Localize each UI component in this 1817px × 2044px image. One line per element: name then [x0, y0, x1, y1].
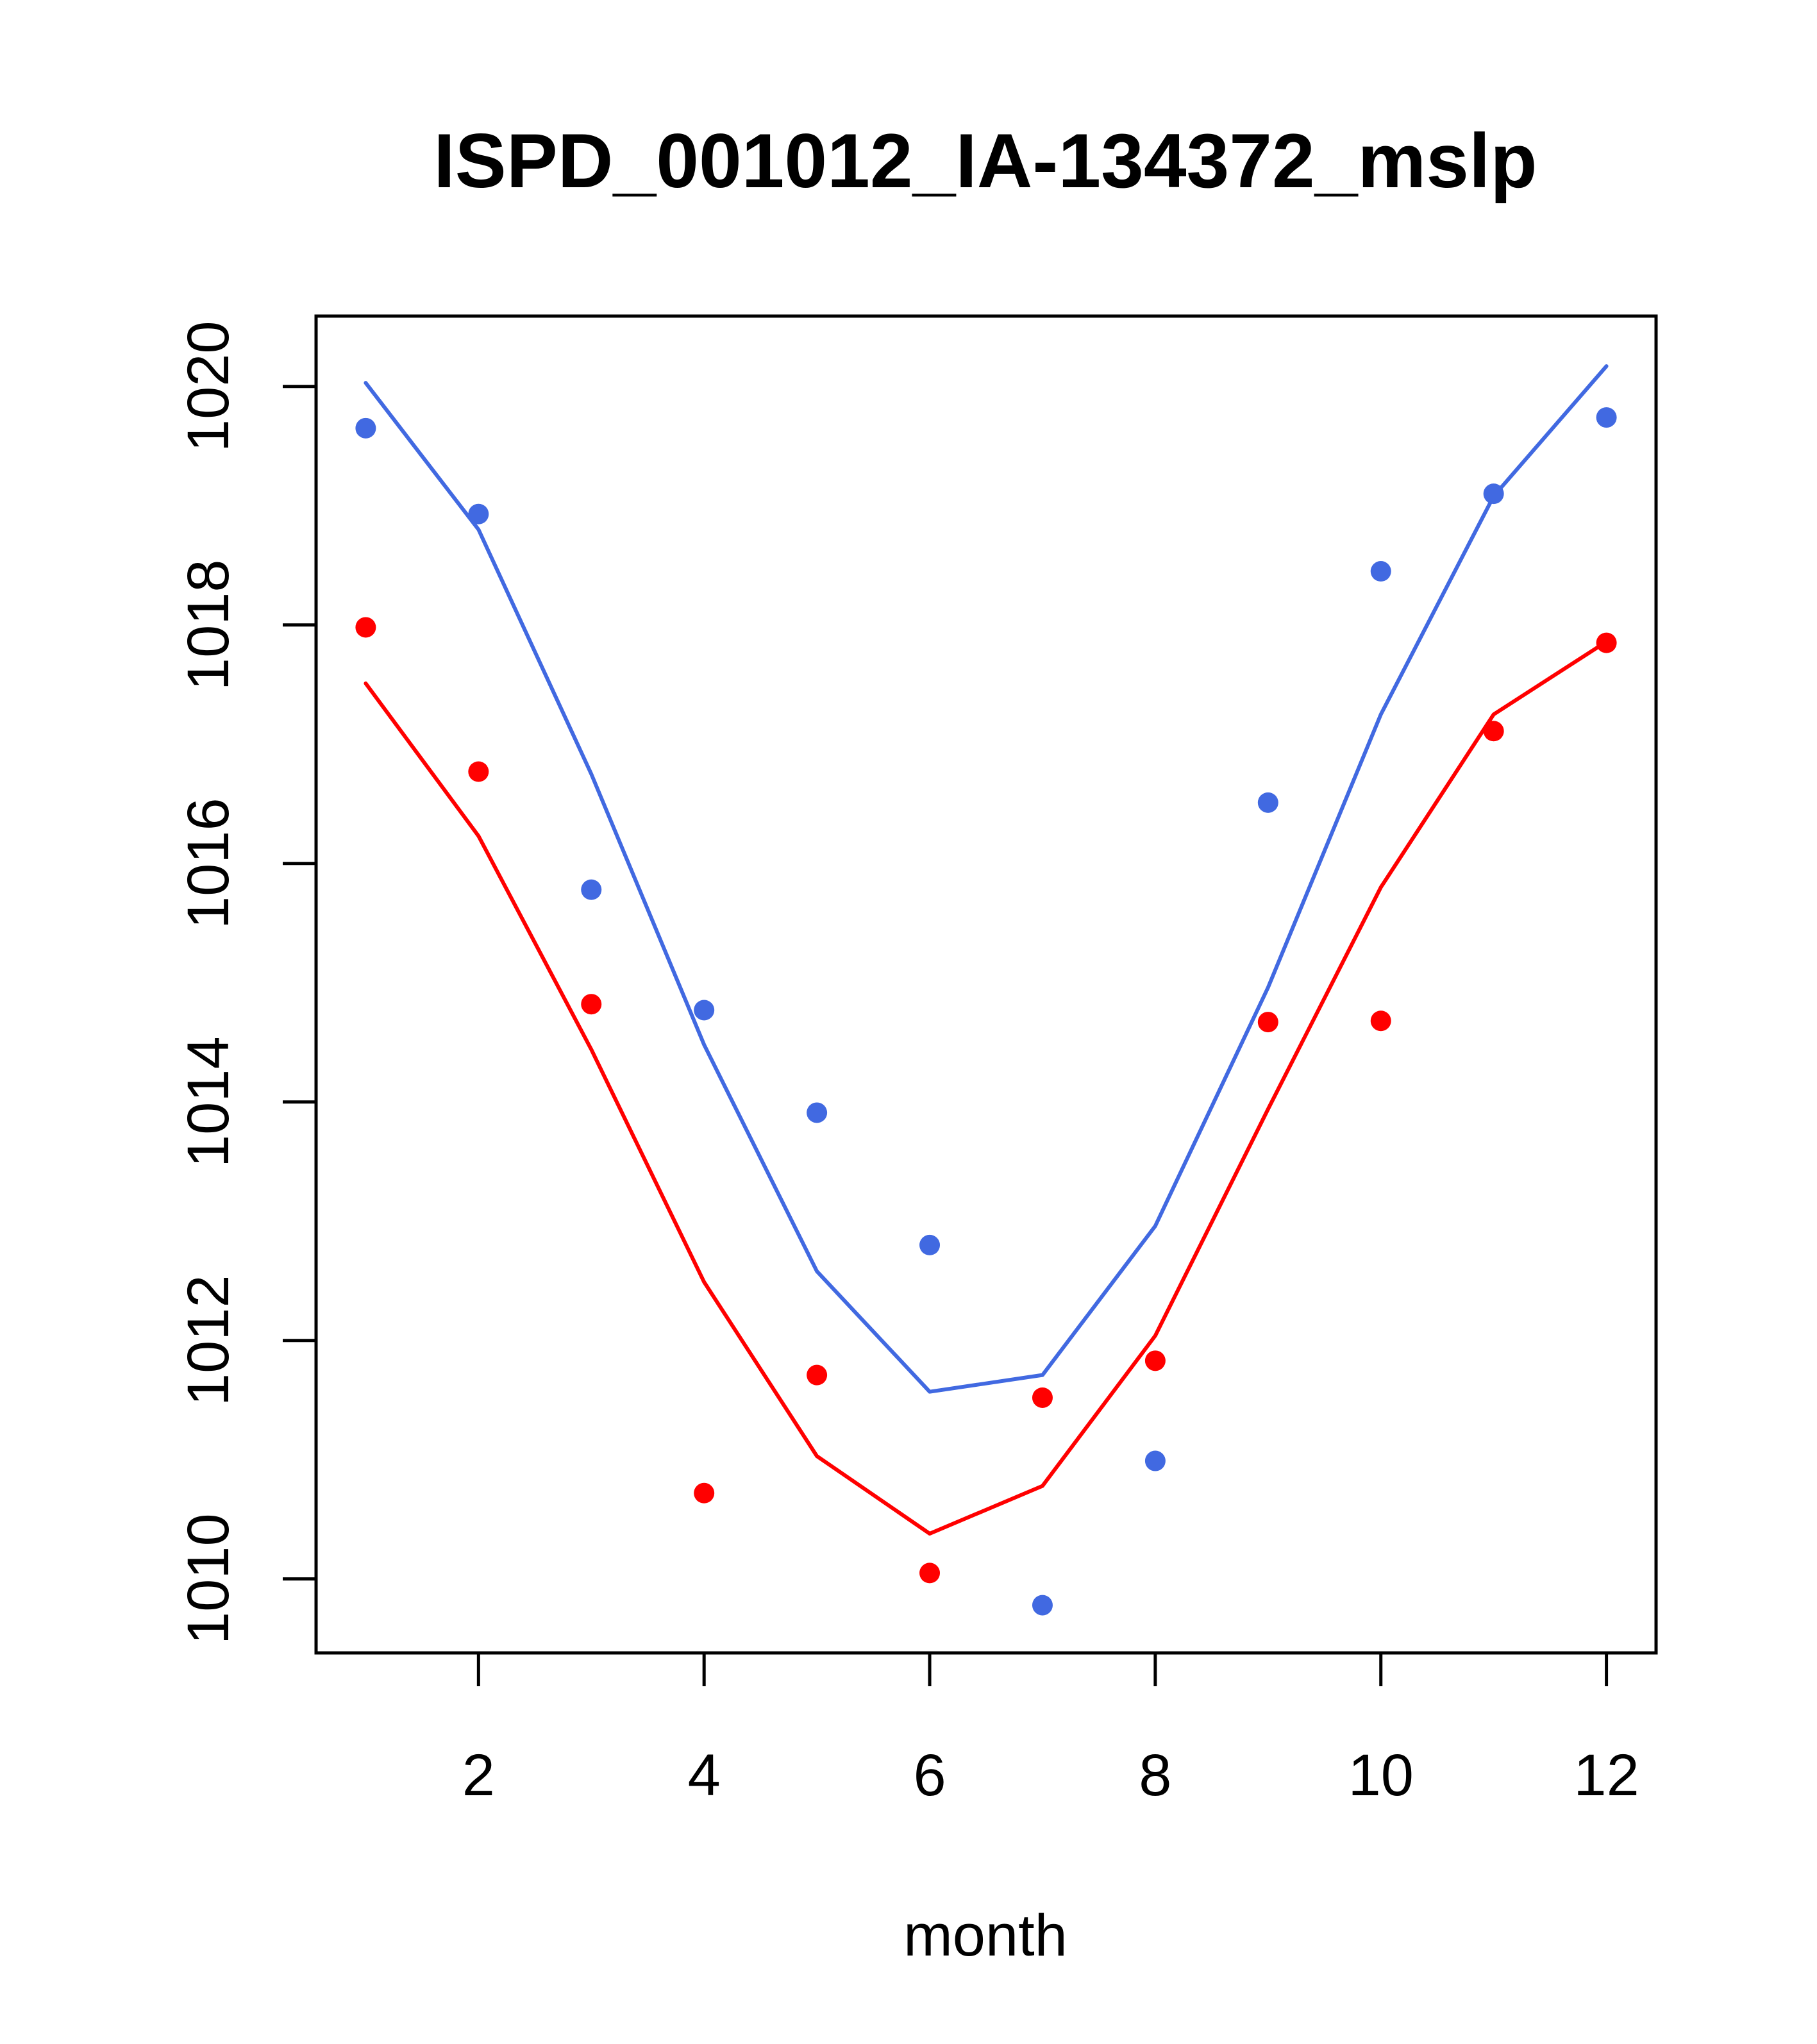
blue-point: [468, 503, 489, 524]
x-tick-label: 4: [688, 1743, 721, 1808]
x-tick-label: 12: [1573, 1743, 1639, 1808]
red-point: [468, 761, 489, 782]
series-layer: [355, 364, 1617, 1616]
blue-point: [694, 1000, 715, 1021]
red-point: [1144, 1350, 1166, 1371]
red-point: [1596, 632, 1617, 653]
blue-point: [581, 879, 602, 900]
y-tick-label: 1012: [176, 1275, 241, 1406]
x-axis-title: month: [903, 1903, 1068, 1968]
red-point: [807, 1364, 828, 1386]
red-point: [919, 1562, 941, 1584]
red-point: [581, 994, 602, 1015]
blue-point: [1370, 561, 1391, 582]
y-tick-label: 1016: [176, 798, 241, 929]
red-point: [355, 617, 376, 638]
red-point: [1370, 1010, 1391, 1032]
blue-point: [807, 1102, 828, 1123]
blue-point: [1032, 1595, 1053, 1616]
x-tick-label: 10: [1348, 1743, 1414, 1808]
red-point: [1032, 1387, 1053, 1408]
y-tick-label: 1018: [176, 559, 241, 691]
blue-point: [355, 417, 376, 439]
x-tick-label: 2: [462, 1743, 495, 1808]
y-tick-label: 1020: [176, 321, 241, 452]
x-tick-label: 8: [1139, 1743, 1171, 1808]
blue-point: [1596, 407, 1617, 428]
plot-frame: [314, 314, 1658, 1655]
blue-point: [919, 1234, 941, 1255]
red-point: [1483, 721, 1504, 742]
red-point: [694, 1482, 715, 1504]
blue-point: [1144, 1450, 1166, 1471]
y-axis: 1010 1012 1014 1016 1018 1020: [176, 321, 316, 1645]
y-tick-label: 1010: [176, 1513, 241, 1645]
chart-title: ISPD_001012_IA-134372_mslp: [433, 118, 1537, 204]
blue-point: [1257, 792, 1278, 813]
y-tick-label: 1014: [176, 1036, 241, 1168]
blue-line: [364, 364, 1609, 1394]
x-tick-label: 6: [913, 1743, 946, 1808]
x-axis: 2 4 6 8 10 12: [462, 1653, 1639, 1808]
blue-point: [1483, 483, 1504, 505]
red-point: [1257, 1012, 1278, 1033]
red-line: [364, 639, 1609, 1536]
